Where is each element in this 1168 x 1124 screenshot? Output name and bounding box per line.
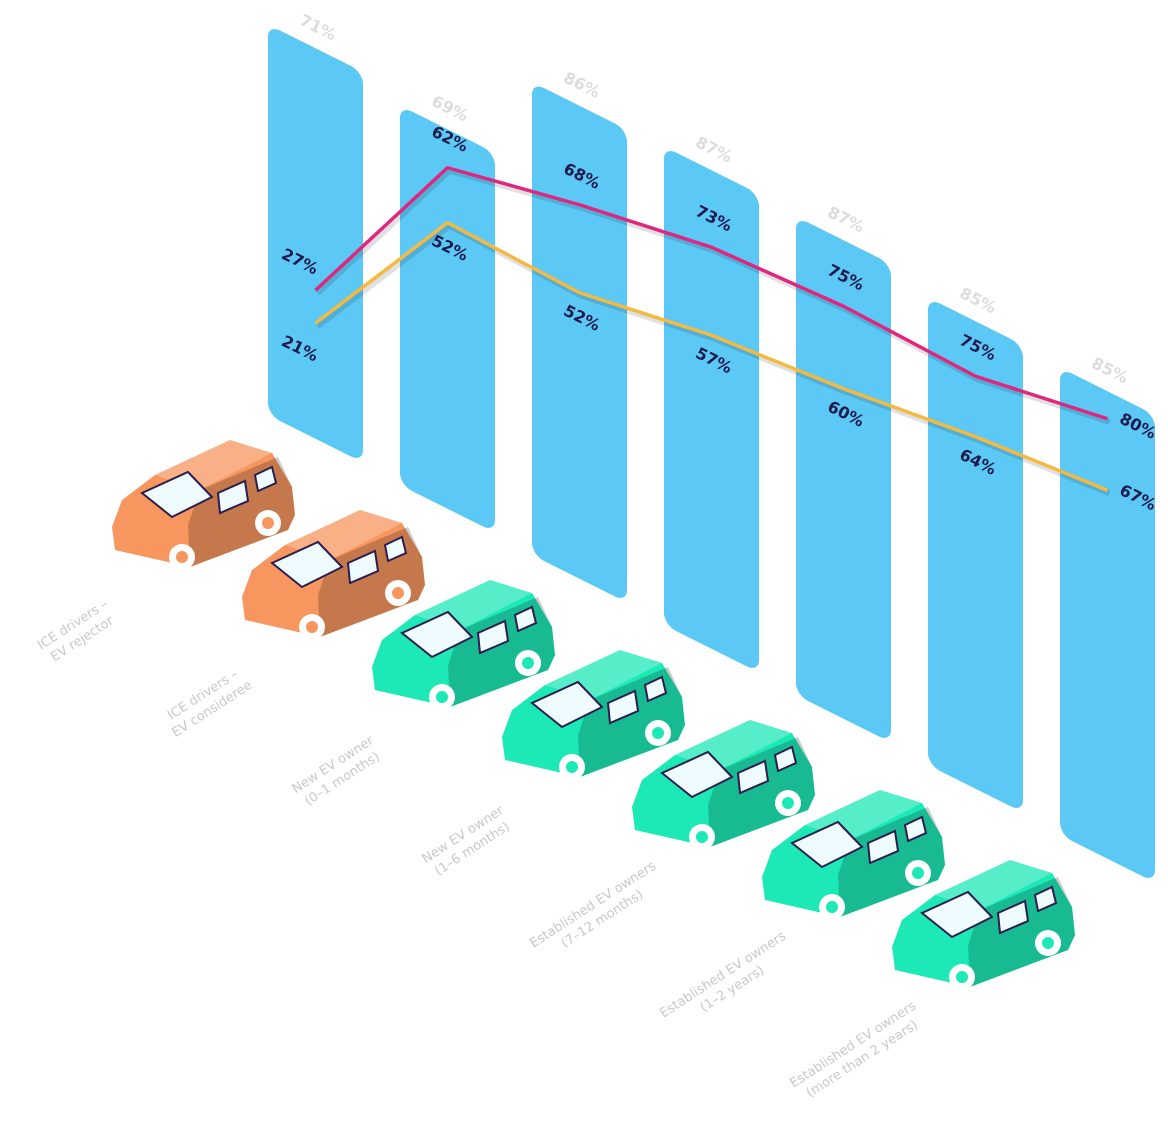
bar xyxy=(268,29,363,458)
car-body xyxy=(372,580,555,707)
windshield xyxy=(920,890,994,939)
bar-value-label: 87% xyxy=(693,132,736,166)
line-shadow xyxy=(315,167,1111,425)
category-label: Established EV owners(1–2 years) xyxy=(657,929,789,1022)
hub xyxy=(652,727,664,739)
bar xyxy=(532,86,627,598)
car xyxy=(372,580,555,710)
window xyxy=(643,675,668,703)
hub xyxy=(782,797,794,809)
car-body xyxy=(502,650,685,777)
category-label: Established EV owners(more than 2 years) xyxy=(787,999,921,1101)
window xyxy=(346,549,380,585)
hub xyxy=(912,867,924,879)
window xyxy=(476,619,510,655)
category-label: New EV owner(0–1 months) xyxy=(290,733,383,809)
cars xyxy=(112,440,1075,990)
bar xyxy=(400,110,495,528)
line xyxy=(314,221,1109,492)
hub xyxy=(956,971,968,983)
window xyxy=(996,899,1030,935)
hub xyxy=(522,657,534,669)
bar-value-label: 87% xyxy=(825,202,868,236)
window xyxy=(253,465,278,493)
category-label-line: Established EV owners xyxy=(527,859,659,952)
category-label: New EV owner(1–6 months) xyxy=(420,803,513,879)
window xyxy=(736,759,770,795)
bar-value-label: 85% xyxy=(957,283,1000,317)
window xyxy=(866,829,900,865)
hub xyxy=(696,831,708,843)
windshield xyxy=(530,680,604,729)
car xyxy=(632,720,815,850)
category-label: ICE drivers –EV consideree xyxy=(165,667,255,741)
car xyxy=(762,790,945,920)
category-label-line: Established EV owners xyxy=(657,929,789,1022)
car xyxy=(502,650,685,780)
window xyxy=(216,479,250,515)
window xyxy=(773,745,798,773)
bars xyxy=(268,29,1155,878)
windshield xyxy=(140,470,214,519)
windshield xyxy=(660,750,734,799)
hub xyxy=(392,587,404,599)
hub xyxy=(436,691,448,703)
hub xyxy=(262,517,274,529)
category-label: ICE drivers –EV rejector xyxy=(35,597,117,665)
lines xyxy=(314,166,1111,497)
car-body xyxy=(762,790,945,917)
car xyxy=(242,510,425,640)
bar-value-label: 85% xyxy=(1089,353,1132,387)
category-label-line: Established EV owners xyxy=(787,999,919,1092)
car xyxy=(892,860,1075,990)
hub xyxy=(1042,937,1054,949)
hub xyxy=(306,621,318,633)
car-body xyxy=(242,510,425,637)
category-label: Established EV owners(7–12 months) xyxy=(527,859,659,952)
bar-value-label: 71% xyxy=(297,10,340,44)
window xyxy=(513,605,538,633)
car-body xyxy=(112,440,295,567)
car-body xyxy=(892,860,1075,987)
bar xyxy=(796,221,891,738)
window xyxy=(606,689,640,725)
bar-value-label: 69% xyxy=(429,91,472,125)
windshield xyxy=(400,610,474,659)
window xyxy=(1033,885,1058,913)
hub xyxy=(826,901,838,913)
car-body xyxy=(632,720,815,847)
windshield xyxy=(270,540,344,589)
hub xyxy=(176,551,188,563)
hub xyxy=(566,761,578,773)
car xyxy=(112,440,295,570)
bar-value-label: 86% xyxy=(561,68,604,102)
window xyxy=(383,535,408,563)
bar xyxy=(1060,372,1155,878)
windshield xyxy=(790,820,864,869)
bar xyxy=(664,151,759,668)
window xyxy=(903,815,928,843)
line xyxy=(314,166,1109,421)
